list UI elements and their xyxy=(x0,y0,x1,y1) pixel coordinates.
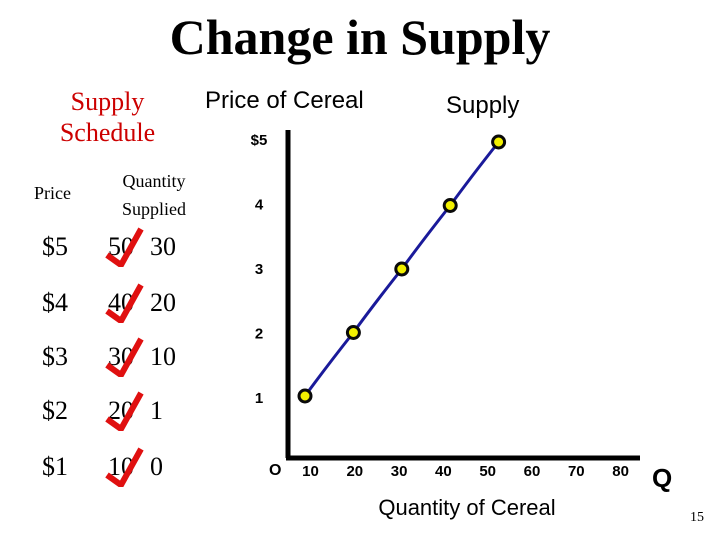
supply-point xyxy=(345,325,361,340)
schedule-price: $1 xyxy=(42,452,68,481)
chart-title: Price of Cereal xyxy=(205,87,364,114)
quantity-axis-label: Q xyxy=(652,463,673,493)
slide-title: Change in Supply xyxy=(169,9,551,65)
strike-mark-icon xyxy=(105,447,144,487)
y-tick-label: 4 xyxy=(255,197,264,214)
schedule-header-price: Price xyxy=(34,183,71,203)
supply-point xyxy=(297,388,313,404)
x-axis-title: Quantity of Cereal xyxy=(378,495,555,520)
supply-point xyxy=(442,198,458,213)
strike-mark-icon xyxy=(105,337,144,377)
supply-point xyxy=(394,261,410,277)
schedule-new-qty: 1 xyxy=(150,396,163,425)
schedule-price: $5 xyxy=(42,232,68,261)
x-tick-label: 30 xyxy=(391,463,408,480)
series-label-supply: Supply xyxy=(446,92,520,119)
schedule-price: $3 xyxy=(42,342,68,371)
strike-mark-icon xyxy=(105,227,144,267)
x-tick-label: 40 xyxy=(435,463,452,480)
x-tick-label: 70 xyxy=(568,463,585,480)
schedule-title: Supply Schedule xyxy=(59,87,156,147)
x-tick-label: 80 xyxy=(612,463,629,480)
schedule-new-qty: 20 xyxy=(150,288,176,317)
page-number: 15 xyxy=(690,510,704,525)
schedule-new-qty: 30 xyxy=(150,232,176,261)
strike-mark-icon xyxy=(105,283,144,323)
x-tick-label: 60 xyxy=(524,463,541,480)
x-tick-label: 50 xyxy=(479,463,496,480)
y-tick-label: $5 xyxy=(251,132,268,149)
x-tick-label: 10 xyxy=(302,463,319,480)
y-tick-label: 2 xyxy=(255,326,263,343)
schedule-header-quantity: Quantity Supplied xyxy=(121,171,186,219)
y-tick-label: 1 xyxy=(255,390,263,407)
origin-label: O xyxy=(269,462,281,479)
x-tick-label: 20 xyxy=(346,463,363,480)
schedule-price: $4 xyxy=(42,288,68,317)
y-tick-label: 3 xyxy=(255,261,263,278)
schedule-price: $2 xyxy=(42,396,68,425)
schedule-new-qty: 10 xyxy=(150,342,176,371)
schedule-new-qty: 0 xyxy=(150,452,163,481)
supply-point xyxy=(491,134,507,150)
strike-mark-icon xyxy=(105,391,144,431)
